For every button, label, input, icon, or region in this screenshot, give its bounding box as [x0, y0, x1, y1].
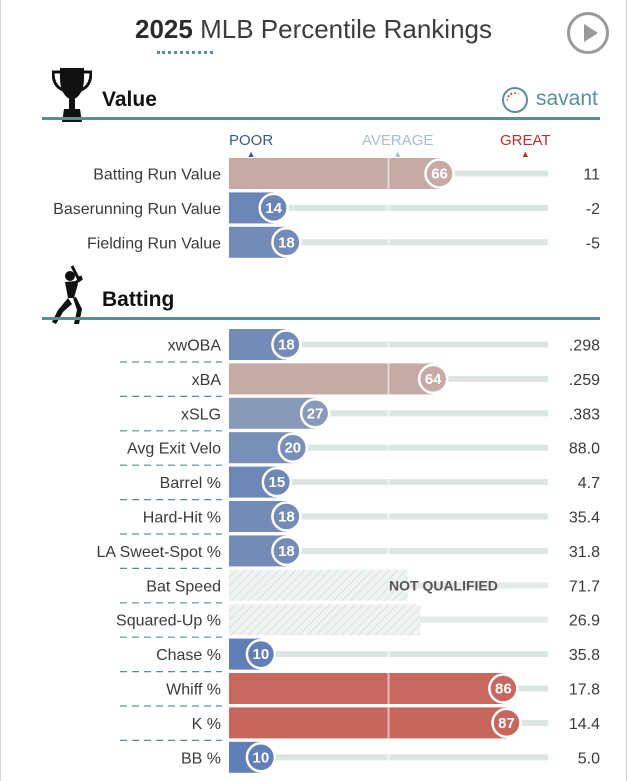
title-text: MLB Percentile Rankings — [200, 14, 492, 44]
metric-value: .383 — [569, 406, 600, 423]
metric-value: 88.0 — [569, 441, 600, 458]
percentile-badge[interactable] — [488, 673, 519, 704]
percentile-badge-value: 20 — [284, 440, 301, 457]
percentile-bar — [229, 707, 507, 739]
metric-label: K % — [192, 716, 221, 733]
scale-great-marker: ▲ — [520, 149, 530, 159]
percentile-bar — [229, 363, 434, 395]
percentile-badge-value: 15 — [269, 474, 286, 491]
unqualified-bar — [229, 569, 408, 601]
percentile-badge-value: 66 — [431, 166, 448, 183]
percentile-badge[interactable] — [271, 329, 302, 360]
percentile-badge-value: 87 — [498, 715, 515, 732]
metric-label: LA Sweet-Spot % — [96, 544, 221, 561]
scale-great-label: GREAT — [500, 132, 551, 149]
savant-brand: savant — [536, 87, 598, 110]
metric-value: 11 — [583, 167, 600, 184]
percentile-badge-value: 14 — [265, 200, 282, 217]
percentile-badge[interactable] — [491, 707, 522, 739]
section-divider-value — [42, 117, 600, 120]
page-title: 2025 MLB Percentile Rankings — [0, 14, 627, 45]
metric-value: 17.8 — [569, 682, 600, 699]
percentile-bar — [229, 158, 440, 189]
scale-average-marker: ▲ — [393, 149, 403, 159]
metric-label: Bat Speed — [146, 578, 221, 595]
section-divider-batting — [42, 317, 600, 320]
metric-label: Barrel % — [160, 475, 221, 492]
metric-label: Whiff % — [166, 682, 221, 699]
metric-label: Baserunning Run Value — [53, 201, 221, 218]
section-title-value: Value — [102, 88, 157, 111]
scale-great: GREAT ▲ — [500, 132, 551, 159]
baseball-icon — [502, 87, 528, 113]
trophy-icon — [52, 68, 92, 122]
metric-label: xwOBA — [168, 338, 222, 355]
metric-label: Hard-Hit % — [143, 510, 221, 527]
percentile-badge[interactable] — [271, 501, 302, 532]
metric-value: 14.4 — [569, 716, 600, 733]
scale-average-label: AVERAGE — [362, 132, 434, 149]
percentile-badge[interactable] — [258, 192, 289, 224]
metric-value: .298 — [569, 338, 600, 355]
metric-label: xBA — [192, 372, 222, 389]
title-underline — [157, 51, 213, 54]
percentile-badge-value: 86 — [495, 681, 512, 698]
scale-poor-marker: ▲ — [246, 149, 256, 159]
play-button[interactable] — [567, 12, 609, 54]
metric-value: 26.9 — [569, 613, 600, 630]
percentile-badge[interactable] — [245, 742, 277, 773]
percentile-bar — [229, 673, 504, 704]
metric-label: Chase % — [156, 647, 221, 664]
percentile-badge-value: 18 — [278, 543, 295, 560]
percentile-badge-value: 64 — [425, 371, 442, 388]
metric-value: 35.4 — [569, 510, 600, 527]
metric-value: -2 — [586, 201, 600, 218]
unqualified-bar — [229, 604, 421, 636]
percentile-badge[interactable] — [271, 227, 302, 258]
scale-average: AVERAGE ▲ — [362, 132, 433, 159]
metric-label: Squared-Up % — [116, 613, 221, 630]
percentile-badge[interactable] — [245, 638, 277, 670]
metric-value: 71.7 — [569, 578, 600, 595]
percentile-badge[interactable] — [277, 432, 309, 463]
metric-value: .259 — [569, 372, 600, 389]
percentile-track — [420, 616, 548, 623]
metric-label: xSLG — [181, 406, 221, 423]
not-qualified-label: NOT QUALIFIED — [389, 577, 498, 593]
percentile-badge[interactable] — [261, 466, 293, 498]
title-year: 2025 — [135, 14, 193, 44]
percentile-badge-value: 27 — [307, 405, 324, 422]
metric-label: BB % — [181, 750, 221, 767]
metric-value: 35.8 — [569, 647, 600, 664]
metric-value: 5.0 — [578, 750, 600, 767]
percentile-badge[interactable] — [299, 398, 331, 429]
metric-label: Batting Run Value — [93, 167, 221, 184]
percentile-badge-value: 10 — [253, 646, 270, 663]
metric-label: Fielding Run Value — [87, 235, 221, 252]
percentile-track — [407, 582, 548, 589]
scale-poor: POOR ▲ — [229, 132, 273, 159]
percentile-badge[interactable] — [417, 363, 449, 395]
percentile-badge-value: 18 — [278, 509, 295, 526]
percentile-badge[interactable] — [424, 158, 455, 189]
percentile-badge-value: 18 — [278, 337, 295, 354]
percentile-badge-value: 10 — [253, 749, 270, 766]
metric-value: -5 — [586, 235, 600, 252]
scale-poor-label: POOR — [229, 132, 274, 149]
percentile-badge[interactable] — [271, 535, 302, 567]
metric-value: 31.8 — [569, 544, 600, 561]
percentile-badge-value: 18 — [278, 234, 295, 251]
metric-label: Avg Exit Velo — [127, 441, 221, 458]
section-title-batting: Batting — [102, 288, 175, 311]
metric-value: 4.7 — [578, 475, 600, 492]
